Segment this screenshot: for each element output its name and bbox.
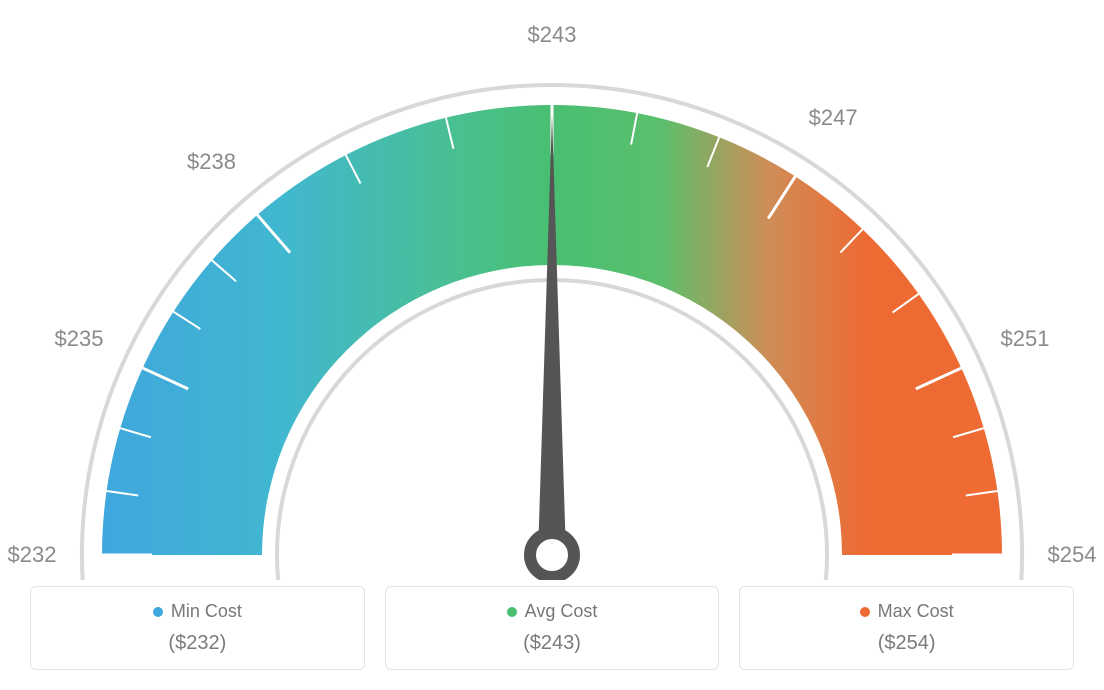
gauge-tick-label: $238 bbox=[187, 149, 236, 175]
legend-card-avg: Avg Cost ($243) bbox=[385, 586, 720, 670]
legend-value-avg: ($243) bbox=[396, 632, 709, 655]
legend-title-avg: Avg Cost bbox=[507, 601, 598, 622]
gauge-svg bbox=[0, 0, 1104, 580]
gauge-tick-label: $232 bbox=[8, 542, 57, 568]
chart-container: $232 $235 $238 $243 $247 $251 $254 Min Cost ($… bbox=[0, 0, 1104, 690]
gauge-tick-label: $254 bbox=[1048, 542, 1097, 568]
legend-label-min: Min Cost bbox=[171, 601, 242, 622]
legend-dot-min bbox=[153, 607, 163, 617]
legend-title-max: Max Cost bbox=[860, 601, 954, 622]
gauge-tick-label: $235 bbox=[55, 326, 104, 352]
legend-row: Min Cost ($232) Avg Cost ($243) Max Cost… bbox=[30, 586, 1074, 670]
gauge-tick-label: $251 bbox=[1001, 326, 1050, 352]
legend-dot-avg bbox=[507, 607, 517, 617]
legend-label-max: Max Cost bbox=[878, 601, 954, 622]
legend-card-min: Min Cost ($232) bbox=[30, 586, 365, 670]
gauge-tick-label: $247 bbox=[809, 105, 858, 131]
gauge-chart: $232 $235 $238 $243 $247 $251 $254 bbox=[0, 0, 1104, 580]
legend-card-max: Max Cost ($254) bbox=[739, 586, 1074, 670]
gauge-tick-label: $243 bbox=[528, 22, 577, 48]
legend-label-avg: Avg Cost bbox=[525, 601, 598, 622]
legend-value-min: ($232) bbox=[41, 632, 354, 655]
legend-dot-max bbox=[860, 607, 870, 617]
legend-value-max: ($254) bbox=[750, 632, 1063, 655]
legend-title-min: Min Cost bbox=[153, 601, 242, 622]
